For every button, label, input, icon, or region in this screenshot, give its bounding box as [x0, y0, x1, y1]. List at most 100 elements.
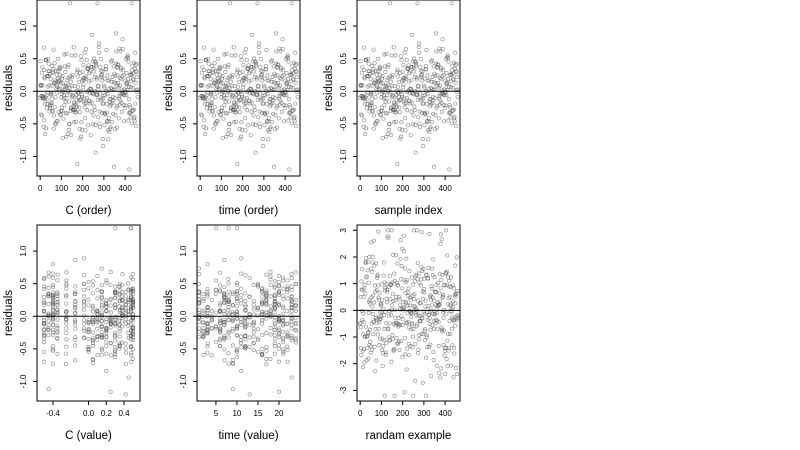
data-point — [223, 69, 228, 74]
data-point — [251, 319, 256, 324]
data-point — [209, 316, 214, 321]
x-axis-label: time (value) — [218, 430, 278, 442]
data-point — [407, 303, 412, 308]
data-point — [268, 124, 273, 130]
data-point — [96, 115, 101, 120]
data-point — [226, 289, 231, 294]
data-point — [251, 348, 256, 353]
data-point — [432, 298, 437, 303]
data-point — [90, 32, 95, 37]
data-point — [226, 226, 231, 231]
data-point — [93, 122, 98, 127]
data-point — [222, 334, 227, 339]
data-point — [285, 284, 290, 289]
data-point — [287, 167, 292, 172]
data-point — [123, 289, 128, 294]
data-point — [447, 167, 452, 172]
data-point — [247, 314, 252, 320]
data-point — [438, 67, 443, 72]
data-point — [435, 363, 440, 368]
data-point — [112, 71, 117, 76]
data-point — [226, 307, 231, 312]
data-point — [243, 344, 248, 349]
data-point — [120, 47, 125, 52]
data-point — [404, 57, 409, 63]
data-point — [360, 317, 365, 323]
points-group — [198, 1, 300, 172]
data-point — [126, 330, 131, 336]
data-point — [374, 358, 379, 363]
data-point — [289, 313, 294, 318]
data-point — [446, 345, 452, 351]
data-point — [69, 84, 75, 89]
x-tick-label: 0 — [38, 184, 43, 193]
data-point — [201, 308, 206, 313]
data-point — [50, 271, 55, 276]
data-point — [450, 121, 455, 126]
y-tick-label: 0.0 — [179, 85, 188, 97]
data-point — [104, 304, 109, 309]
data-point — [454, 365, 459, 371]
data-point — [117, 284, 122, 289]
data-point — [251, 69, 256, 74]
data-point — [117, 298, 122, 303]
data-point — [82, 50, 87, 55]
data-point — [118, 67, 123, 72]
data-point — [206, 74, 211, 79]
data-point — [130, 121, 135, 126]
y-tick-label: 0.0 — [179, 310, 188, 322]
data-point — [445, 338, 450, 343]
data-point — [419, 264, 424, 269]
data-point — [222, 347, 227, 352]
data-point — [102, 76, 107, 81]
data-point — [251, 330, 257, 335]
data-point — [104, 298, 109, 303]
data-point — [291, 71, 296, 76]
data-point — [104, 326, 109, 331]
data-point — [382, 52, 387, 57]
data-point — [399, 92, 404, 97]
data-point — [418, 319, 423, 324]
data-point — [205, 350, 210, 355]
data-point — [272, 310, 277, 315]
data-point — [293, 80, 298, 85]
y-tick-label: 0.5 — [19, 53, 28, 65]
data-point — [440, 272, 445, 278]
data-point — [276, 343, 282, 348]
data-point — [44, 93, 49, 98]
data-point — [222, 300, 227, 305]
data-point — [197, 334, 202, 339]
data-point — [64, 351, 69, 356]
data-point — [277, 389, 282, 394]
data-point — [374, 317, 380, 322]
data-point — [361, 311, 366, 316]
data-point — [268, 332, 273, 337]
data-point — [55, 291, 60, 296]
data-point — [259, 352, 265, 357]
data-point — [124, 80, 130, 85]
data-point — [72, 108, 78, 113]
data-point — [230, 318, 235, 324]
x-tick-label: 100 — [215, 184, 229, 193]
data-point — [241, 82, 246, 87]
data-point — [284, 93, 289, 98]
data-point — [50, 97, 55, 102]
data-point — [412, 104, 417, 109]
data-point — [130, 298, 135, 303]
data-point — [378, 65, 383, 70]
data-point — [220, 74, 225, 79]
x-tick-label: 400 — [278, 184, 292, 193]
data-point — [227, 127, 232, 133]
data-point — [431, 358, 436, 363]
data-point — [275, 83, 280, 88]
data-point — [234, 292, 239, 297]
data-point — [384, 111, 389, 116]
data-point — [428, 342, 433, 347]
data-point — [243, 317, 248, 322]
data-point — [370, 311, 375, 316]
data-point — [230, 317, 235, 322]
data-point — [234, 226, 240, 231]
data-point — [385, 289, 390, 294]
y-axis-label: residuals — [3, 65, 15, 111]
data-point — [386, 327, 391, 332]
